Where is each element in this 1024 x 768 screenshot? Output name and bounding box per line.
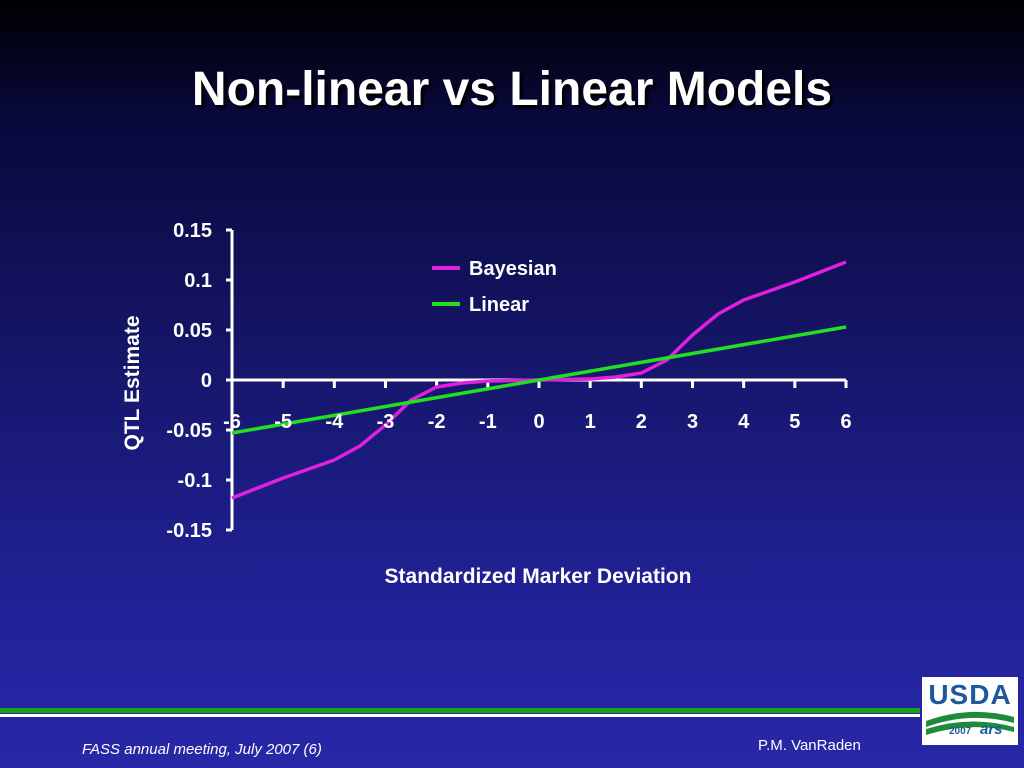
x-tick-label: -6	[223, 411, 241, 433]
usda-logo: USDA 2007 ars	[922, 677, 1018, 745]
footer-author-text: P.M. VanRaden	[758, 737, 861, 754]
x-tick-label: 6	[840, 411, 851, 433]
footer-meeting-text: FASS annual meeting, July 2007 (6)	[82, 741, 322, 758]
x-tick-label: -4	[325, 411, 344, 433]
x-tick-label: 1	[585, 411, 596, 433]
x-tick-label: 4	[738, 411, 750, 433]
chart-legend: Bayesian Linear	[432, 258, 557, 316]
usda-logo-swoosh	[926, 711, 1014, 735]
y-tick-label: 0.1	[184, 270, 212, 292]
y-axis-label: QTL Estimate	[121, 316, 144, 451]
chart-lines	[231, 260, 847, 500]
x-tick-label: -1	[479, 411, 497, 433]
chart-tick-labels: 0.15 0.1 0.05 0 -0.05 -0.1 -0.15 -6 -5 -4 -3 -2 -1 0 1…	[166, 220, 851, 542]
y-tick-label: 0	[201, 370, 212, 392]
y-tick-label: -0.1	[178, 470, 212, 492]
y-tick-label: -0.15	[166, 520, 212, 542]
legend-label-bayesian: Bayesian	[469, 258, 557, 280]
series-line-linear	[231, 325, 847, 435]
y-tick-label: -0.05	[166, 420, 212, 442]
footer-line-green	[0, 708, 920, 713]
x-tick-label: 2	[636, 411, 647, 433]
x-axis-label: Standardized Marker Deviation	[385, 565, 692, 588]
slide-title: Non-linear vs Linear Models	[191, 63, 833, 116]
usda-logo-year: 2007	[949, 726, 972, 737]
x-tick-label: -5	[274, 411, 292, 433]
usda-logo-text: USDA	[928, 679, 1012, 710]
y-tick-label: 0.15	[173, 220, 212, 242]
footer-line-white	[0, 714, 920, 717]
x-tick-label: 0	[533, 411, 544, 433]
x-tick-label: -2	[428, 411, 446, 433]
legend-label-linear: Linear	[469, 294, 529, 316]
x-tick-label: 3	[687, 411, 698, 433]
x-tick-label: -3	[377, 411, 395, 433]
y-tick-label: 0.05	[173, 320, 212, 342]
x-tick-label: 5	[789, 411, 800, 433]
ars-logo-text: ars	[980, 721, 1003, 738]
